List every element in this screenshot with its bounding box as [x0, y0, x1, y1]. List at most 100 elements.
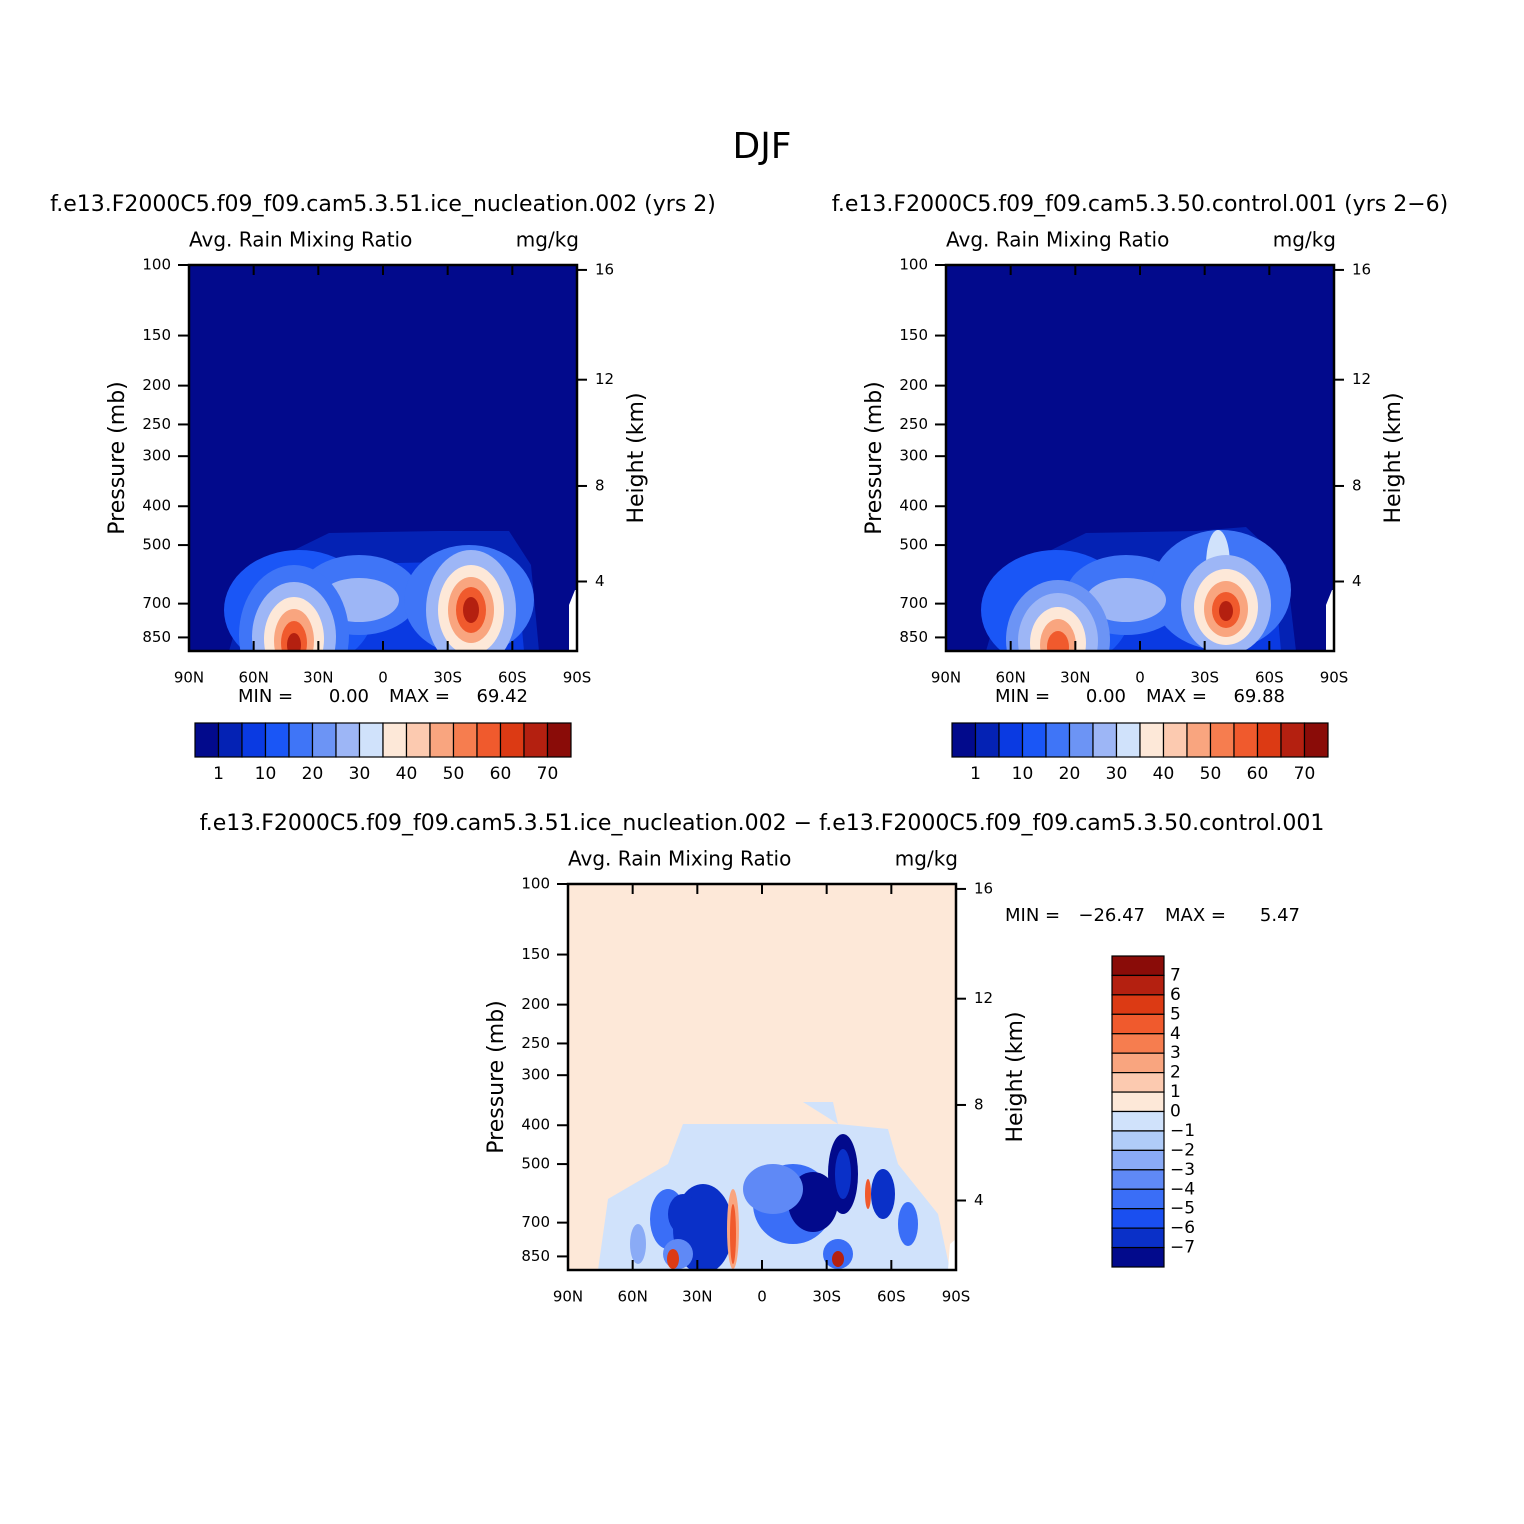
colorbar-label: −4	[1170, 1179, 1195, 1199]
colorbar-box	[1162, 722, 1188, 758]
colorbar-box	[1139, 722, 1165, 758]
colorbar-box	[1111, 974, 1165, 996]
contour-fill	[865, 1179, 871, 1209]
x-tick-label: 30N	[682, 1288, 712, 1306]
contour-field	[568, 884, 956, 1270]
y2-tick-label: 8	[1352, 476, 1362, 494]
y-tick-label: 250	[521, 1034, 550, 1052]
y-axis-label: Pressure (mb)	[862, 381, 887, 535]
x-tick-label: 30S	[433, 669, 462, 687]
colorbar-box	[1111, 994, 1165, 1015]
colorbar-box	[429, 722, 455, 758]
contour-fill	[1086, 578, 1166, 622]
colorbar-label: 4	[1170, 1024, 1181, 1044]
y-tick-label: 850	[899, 628, 928, 646]
y-tick-label: 100	[521, 875, 550, 893]
colorbar-label: 0	[1170, 1102, 1181, 1122]
colorbar-box	[1111, 1149, 1165, 1171]
x-tick-label: 60N	[618, 1288, 648, 1306]
colorbar-label: 20	[302, 764, 324, 784]
contour-fill	[287, 633, 301, 651]
y-tick-label: 400	[899, 497, 928, 515]
x-tick-label: 90S	[563, 669, 592, 687]
min-label: MIN =	[1005, 905, 1060, 926]
x-tick-label: 60S	[498, 669, 527, 687]
colorbar-box	[1111, 1169, 1165, 1190]
y-tick-label: 150	[521, 945, 550, 963]
min-value: −26.47	[1078, 905, 1145, 926]
colorbar-label: 40	[396, 764, 418, 784]
contour-fill	[1219, 601, 1233, 621]
colorbar-label: −5	[1170, 1199, 1195, 1219]
colorbar-label: 50	[1200, 764, 1222, 784]
colorbar-label: 70	[1294, 764, 1316, 784]
colorbar-box	[452, 722, 478, 758]
colorbar-label: 1	[1170, 1082, 1181, 1102]
contour-fill	[667, 1249, 679, 1269]
colorbar-box	[194, 722, 220, 758]
x-tick-label: 60N	[996, 669, 1026, 687]
y-tick-label: 850	[521, 1247, 550, 1265]
y2-tick-label: 8	[595, 476, 605, 494]
colorbar-box	[1111, 1052, 1165, 1074]
y2-axis-label: Height (km)	[1381, 392, 1406, 523]
colorbar-label: 30	[349, 764, 371, 784]
min-label: MIN =	[238, 686, 293, 707]
y-tick-label: 500	[142, 536, 171, 554]
colorbar-label: 10	[1012, 764, 1034, 784]
colorbar-label: 5	[1170, 1004, 1181, 1024]
colorbar-box	[264, 722, 290, 758]
y-tick-label: 150	[142, 326, 171, 344]
colorbar-label: −3	[1170, 1160, 1195, 1180]
min-label: MIN =	[995, 686, 1050, 707]
colorbar-label: 40	[1153, 764, 1175, 784]
contour-field	[946, 265, 1334, 651]
y2-tick-label: 4	[595, 572, 605, 590]
colorbar-box	[1111, 1033, 1165, 1054]
colorbar-box	[974, 722, 1000, 758]
y-tick-label: 100	[899, 256, 928, 274]
x-tick-label: 60N	[239, 669, 269, 687]
colorbar-box	[1045, 722, 1071, 758]
panel-title: f.e13.F2000C5.f09_f09.cam5.3.51.ice_nucl…	[50, 192, 716, 217]
max-value: 69.42	[476, 686, 528, 707]
colorbar-box	[1111, 955, 1165, 977]
colorbar-label: 60	[1247, 764, 1269, 784]
max-label: MAX =	[1146, 686, 1207, 707]
x-tick-label: 60S	[877, 1288, 906, 1306]
colorbar-box	[1256, 722, 1282, 758]
colorbar-label: 20	[1059, 764, 1081, 784]
colorbar-box	[1280, 722, 1306, 758]
missing-data	[569, 590, 577, 651]
units-label: mg/kg	[516, 228, 579, 252]
colorbar-label: 6	[1170, 985, 1181, 1005]
colorbar-label: −2	[1170, 1140, 1195, 1160]
colorbar-label: 10	[255, 764, 277, 784]
colorbar-box	[1111, 1091, 1165, 1113]
colorbar-label: 30	[1106, 764, 1128, 784]
colorbar-box	[1111, 1246, 1165, 1268]
y-tick-label: 500	[521, 1155, 550, 1173]
y-tick-label: 700	[899, 594, 928, 612]
colorbar-box	[1111, 1013, 1165, 1035]
max-value: 5.47	[1260, 905, 1300, 926]
y-tick-label: 200	[521, 995, 550, 1013]
x-tick-label: 90S	[1320, 669, 1349, 687]
x-tick-label: 60S	[1255, 669, 1284, 687]
colorbar-box	[382, 722, 408, 758]
colorbar-box	[951, 722, 977, 758]
y-axis-label: Pressure (mb)	[484, 1000, 509, 1154]
colorbar-box	[1209, 722, 1235, 758]
x-tick-label: 90N	[931, 669, 961, 687]
min-value: 0.00	[1086, 686, 1126, 707]
colorbar-box	[998, 722, 1024, 758]
max-value: 69.88	[1233, 686, 1285, 707]
contour-fill	[1047, 631, 1069, 651]
x-tick-label: 90N	[553, 1288, 583, 1306]
y2-tick-label: 16	[1352, 260, 1371, 278]
contour-fill	[832, 1251, 844, 1267]
colorbar-box	[217, 722, 243, 758]
contour-fill	[730, 1204, 736, 1264]
max-label: MAX =	[389, 686, 450, 707]
